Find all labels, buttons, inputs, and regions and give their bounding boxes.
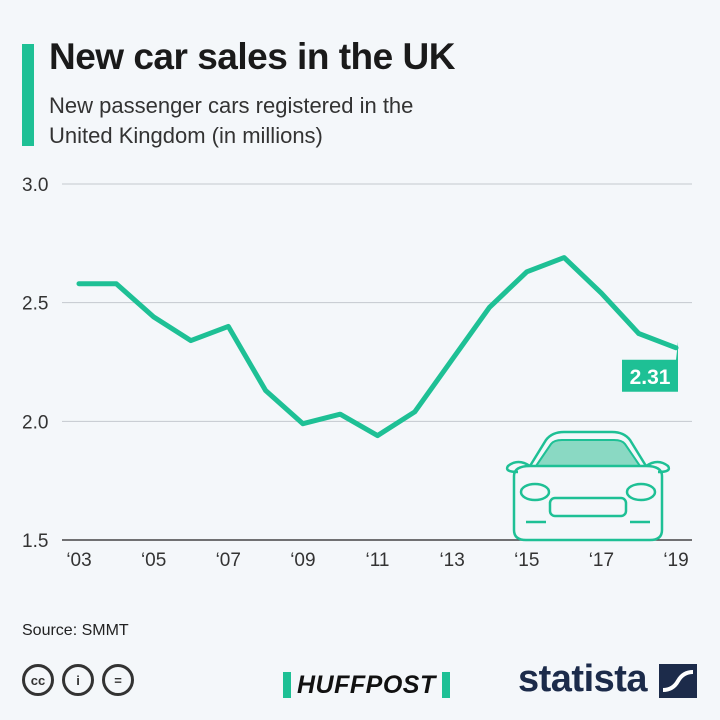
- x-tick-label: ‘03: [66, 550, 91, 571]
- source-note: Source: SMMT: [22, 622, 129, 639]
- title-accent-bar: [22, 44, 34, 146]
- attribution-icon[interactable]: i: [62, 664, 94, 696]
- x-tick-label: ‘13: [439, 550, 464, 571]
- last-value-label-text: 2.31: [630, 366, 671, 389]
- grid-lines: [62, 183, 692, 541]
- y-tick-label: 3.0: [22, 175, 48, 196]
- y-tick-label: 2.0: [22, 412, 48, 433]
- y-axis-ticks: 1.5 2.0 2.5 3.0: [22, 175, 48, 552]
- x-tick-label: ‘19: [663, 550, 688, 571]
- huffpost-logo[interactable]: HUFFPOST: [283, 670, 450, 699]
- x-tick-label: ‘07: [216, 550, 241, 571]
- y-tick-label: 2.5: [22, 294, 48, 315]
- car-icon: [505, 430, 671, 542]
- huffpost-logo-text: HUFFPOST: [297, 670, 436, 699]
- chart-subtitle: New passenger cars registered in the Uni…: [49, 93, 414, 148]
- no-derivatives-icon[interactable]: =: [102, 664, 134, 696]
- last-value-label-box: [622, 341, 678, 392]
- huffpost-logo-bar-left: [283, 672, 291, 698]
- license-icons: cc i =: [22, 664, 134, 696]
- x-tick-label: ‘05: [141, 550, 166, 571]
- x-axis-ticks: ‘03 ‘05 ‘07 ‘09 ‘11 ‘13 ‘15 ‘17 ‘19: [66, 550, 688, 571]
- statista-logo-icon[interactable]: [659, 664, 697, 698]
- statista-logo-text[interactable]: statista: [518, 658, 648, 700]
- creative-commons-icon[interactable]: cc: [22, 664, 54, 696]
- x-tick-label: ‘15: [514, 550, 539, 571]
- y-tick-label: 1.5: [22, 531, 48, 552]
- chart-title: New car sales in the UK: [49, 36, 455, 77]
- huffpost-logo-bar-right: [441, 672, 450, 698]
- x-tick-label: ‘11: [366, 550, 390, 571]
- x-tick-label: ‘09: [290, 550, 315, 571]
- x-tick-label: ‘17: [589, 550, 614, 571]
- data-points: [78, 257, 677, 436]
- series-line: [76, 255, 679, 439]
- last-value-label: 2.31: [622, 341, 678, 392]
